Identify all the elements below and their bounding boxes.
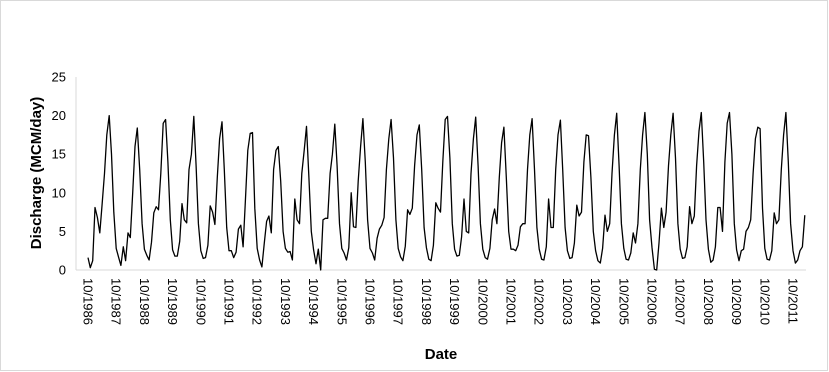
x-tick-label: 10/1990 [193,278,208,325]
y-tick-label: 10 [52,185,66,200]
x-tick-label: 10/2009 [729,278,744,325]
y-axis-ticks: 0 5 10 15 20 25 [52,70,66,278]
x-tick-label: 10/1989 [165,278,180,325]
x-axis-title: Date [425,346,458,363]
x-tick-label: 10/2008 [701,278,716,325]
y-tick-label: 0 [59,263,66,278]
x-tick-label: 10/1997 [391,278,406,325]
x-tick-label: 10/1991 [222,278,237,325]
x-tick-label: 10/1988 [137,278,152,325]
x-tick-label: 10/1994 [306,278,321,325]
x-tick-label: 10/2001 [504,278,519,325]
x-tick-label: 10/2010 [757,278,772,325]
y-axis-title: Discharge (MCM/day) [28,97,45,250]
x-tick-label: 10/2011 [786,278,801,324]
x-tick-label: 10/2003 [560,278,575,325]
x-tick-label: 10/1992 [250,278,265,325]
x-tick-label: 10/1993 [278,278,293,325]
x-tick-label: 10/2002 [532,278,547,325]
x-tick-label: 10/2006 [645,278,660,325]
x-tick-label: 10/1998 [419,278,434,325]
x-tick-label: 10/1999 [447,278,462,325]
x-tick-label: 10/2005 [616,278,631,325]
x-tick-label: 10/1996 [363,278,378,325]
y-tick-label: 15 [52,147,66,162]
x-tick-label: 10/2000 [475,278,490,325]
discharge-series-line [87,111,806,271]
x-tick-label: 10/1987 [109,278,124,325]
x-axis-ticks: 10/1986 10/1987 10/1988 10/1989 10/1990 10/19… [81,278,801,325]
x-tick-label: 10/1986 [81,278,96,325]
y-tick-label: 25 [52,70,66,85]
y-tick-label: 20 [52,108,66,123]
x-tick-label: 10/1995 [334,278,349,325]
x-tick-label: 10/2004 [588,278,603,325]
y-tick-label: 5 [59,224,66,239]
x-tick-label: 10/2007 [673,278,688,325]
